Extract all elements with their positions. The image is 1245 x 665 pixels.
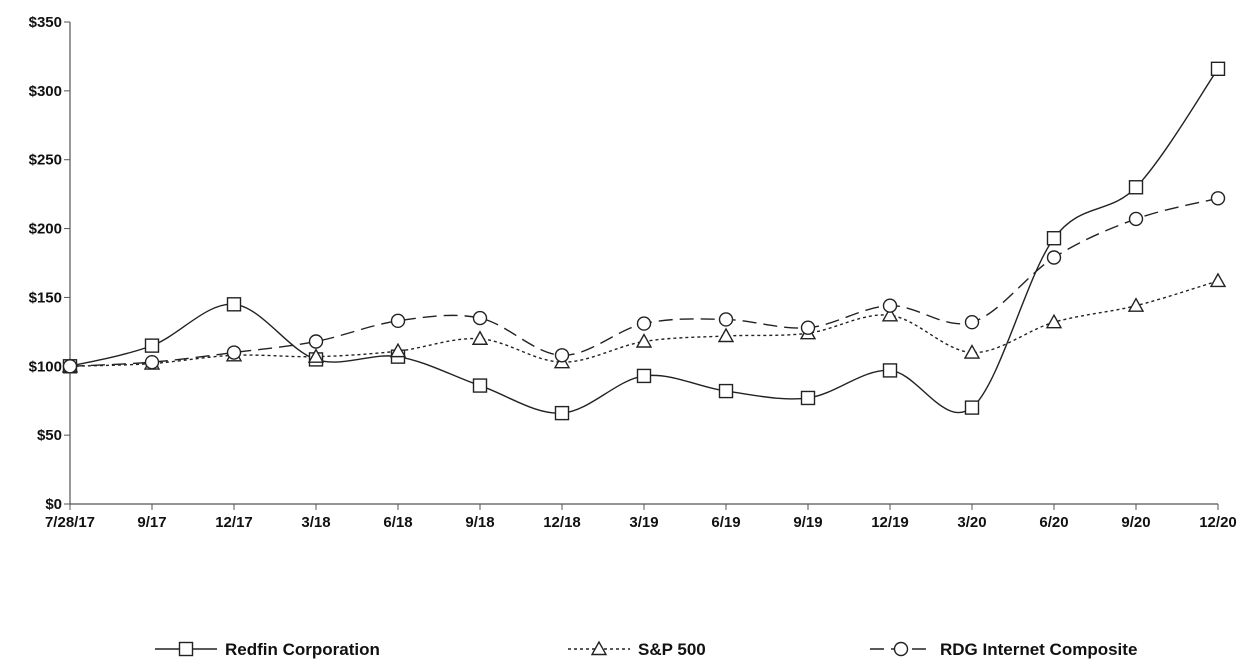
data-point-circle [802, 321, 815, 334]
data-point-square [720, 385, 733, 398]
y-tick-label: $350 [29, 14, 62, 31]
data-point-circle [966, 316, 979, 329]
data-point-circle [884, 299, 897, 312]
data-point-square [1212, 62, 1225, 75]
data-point-square [228, 298, 241, 311]
data-point-circle [556, 349, 569, 362]
data-point-circle [146, 356, 159, 369]
x-tick-label: 9/18 [465, 514, 494, 531]
data-point-circle [1048, 251, 1061, 264]
y-tick-label: $300 [29, 83, 62, 100]
data-point-square [556, 407, 569, 420]
legend-marker-triangle [592, 642, 606, 655]
y-tick-label: $100 [29, 358, 62, 375]
legend-label: Redfin Corporation [225, 640, 380, 659]
data-point-triangle [1211, 274, 1225, 287]
x-tick-label: 9/19 [793, 514, 822, 531]
x-tick-label: 12/19 [871, 514, 909, 531]
data-point-circle [392, 314, 405, 327]
data-point-circle [1212, 192, 1225, 205]
data-point-square [146, 339, 159, 352]
legend-label: RDG Internet Composite [940, 640, 1137, 659]
data-point-square [1130, 181, 1143, 194]
series-lines [70, 69, 1218, 413]
data-point-square [802, 391, 815, 404]
x-tick-label: 12/17 [215, 514, 253, 531]
y-tick-label: $150 [29, 289, 62, 306]
data-point-triangle [637, 334, 651, 347]
data-point-circle [228, 346, 241, 359]
y-tick-label: $200 [29, 221, 62, 238]
data-point-square [474, 379, 487, 392]
y-tick-label: $250 [29, 152, 62, 169]
x-tick-label: 6/18 [383, 514, 412, 531]
series-markers [63, 62, 1225, 419]
series-line-0 [70, 69, 1218, 413]
data-point-square [884, 364, 897, 377]
legend-label: S&P 500 [638, 640, 706, 659]
x-tick-label: 3/19 [629, 514, 658, 531]
chart-legend: Redfin Corporation S&P 500 RDG Internet Co… [155, 640, 1137, 659]
data-point-circle [638, 317, 651, 330]
data-point-square [966, 401, 979, 414]
chart-axes: $0 $50 $100 $150 $200 $250 $300 $350 7/28/17 9/17… [29, 14, 1237, 531]
legend-marker-square [180, 643, 193, 656]
x-tick-label: 6/20 [1039, 514, 1068, 531]
x-tick-label: 9/20 [1121, 514, 1150, 531]
x-tick-label: 3/20 [957, 514, 986, 531]
data-point-circle [474, 312, 487, 325]
x-tick-label: 3/18 [301, 514, 330, 531]
x-tick-label: 9/17 [137, 514, 166, 531]
legend-marker-circle [895, 643, 908, 656]
data-point-triangle [719, 329, 733, 342]
y-tick-label: $50 [37, 427, 62, 444]
data-point-triangle [965, 346, 979, 359]
y-tick-label: $0 [45, 496, 62, 513]
data-point-circle [64, 360, 77, 373]
data-point-circle [1130, 212, 1143, 225]
data-point-triangle [473, 332, 487, 345]
data-point-square [638, 369, 651, 382]
data-point-circle [720, 313, 733, 326]
x-tick-label: 12/20 [1199, 514, 1237, 531]
x-tick-label: 6/19 [711, 514, 740, 531]
x-tick-label: 7/28/17 [45, 514, 95, 531]
x-tick-label: 12/18 [543, 514, 581, 531]
data-point-square [1048, 232, 1061, 245]
data-point-circle [310, 335, 323, 348]
